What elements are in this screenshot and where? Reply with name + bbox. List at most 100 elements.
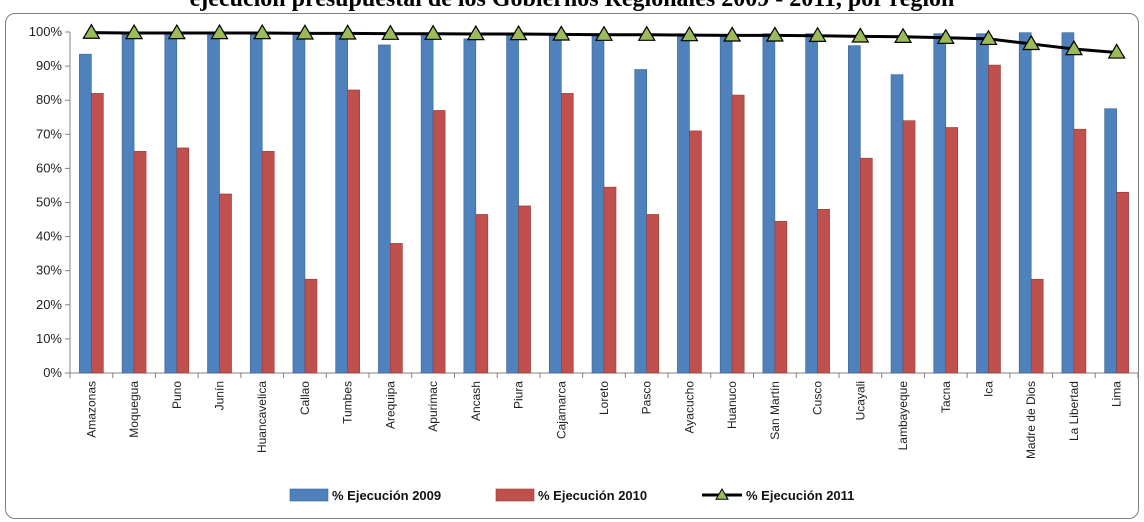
x-tick-label: Cusco <box>811 381 825 415</box>
bar-2010 <box>432 110 446 374</box>
marker-2011 <box>1064 39 1083 56</box>
marker-2011 <box>1107 43 1126 59</box>
legend-2009-label: % Ejecución 2009 <box>332 488 441 503</box>
bar-2009 <box>634 69 648 374</box>
chart-title: ejecución presupuestal de los Gobiernos … <box>0 0 1144 12</box>
x-tick-label: Junín <box>213 381 227 410</box>
x-tick-label: La Libertad <box>1067 381 1081 441</box>
bar-2009 <box>1061 32 1075 374</box>
bar-2009 <box>677 33 690 374</box>
marker-2011 <box>466 24 485 41</box>
bar-2010 <box>219 193 232 374</box>
x-tick-label: Apurimac <box>426 381 440 432</box>
x-tick-label: Huancavelica <box>255 381 269 453</box>
legend-2011-label: % Ejecución 2011 <box>746 488 854 503</box>
y-tick-label: 100% <box>29 24 63 39</box>
bar-2009 <box>933 33 947 374</box>
legend-2010-swatch <box>495 488 535 502</box>
bar-2009 <box>121 33 135 374</box>
marker-2011 <box>424 24 443 40</box>
legend-2011-marker <box>715 488 729 500</box>
y-tick-label: 70% <box>36 126 62 141</box>
marker-2011 <box>936 28 955 44</box>
bar-2010 <box>774 220 788 374</box>
marker-2011 <box>851 27 870 43</box>
bar-2010 <box>91 93 104 374</box>
bar-2009 <box>548 33 562 374</box>
x-tick-label: Amazonas <box>84 381 98 438</box>
bar-2010 <box>689 130 702 374</box>
x-tick-label: Ica <box>981 381 995 397</box>
marker-2011 <box>723 26 742 42</box>
x-tick-label: Ancash <box>469 381 483 421</box>
bar-2010 <box>1030 278 1044 374</box>
bar-2009 <box>164 33 178 374</box>
x-tick-label: Puno <box>170 381 184 409</box>
x-tick-label: Moquegua <box>127 381 141 438</box>
y-tick-label: 20% <box>36 297 62 312</box>
marker-2011 <box>979 29 998 46</box>
x-tick-label: Ucayali <box>853 381 867 420</box>
bar-2010 <box>304 278 318 374</box>
x-tick-label: Piura <box>512 381 526 409</box>
marker-2011 <box>594 25 614 41</box>
bar-2010 <box>1116 191 1129 374</box>
bar-2009 <box>890 74 904 374</box>
legend-2009-swatch <box>289 488 329 502</box>
marker-2011 <box>82 23 101 39</box>
bar-2010 <box>1073 128 1087 374</box>
bar-2009 <box>249 33 263 374</box>
x-tick-label: Arequipa <box>383 381 397 429</box>
marker-2011 <box>765 26 784 42</box>
bar-2010 <box>261 151 275 374</box>
x-tick-label: Ayacucho <box>682 381 696 434</box>
marker-2011 <box>381 24 400 40</box>
bar-2010 <box>475 214 489 374</box>
bar-2010 <box>390 243 403 374</box>
bar-2009 <box>463 38 477 374</box>
marker-2011 <box>509 24 528 41</box>
bar-2010 <box>603 186 617 374</box>
y-tick-label: 90% <box>36 58 62 73</box>
x-tick-label: San Martín <box>768 381 782 440</box>
marker-2011 <box>125 23 144 40</box>
x-tick-label: Pasco <box>640 381 654 415</box>
bar-2010 <box>902 120 916 374</box>
x-tick-label: Lima <box>1110 381 1124 407</box>
bar-2009 <box>335 33 348 374</box>
y-tick-label: 50% <box>36 195 62 210</box>
bar-2009 <box>1018 32 1032 374</box>
x-tick-label: Madre de Dios <box>1024 381 1038 459</box>
bar-2009 <box>506 33 519 374</box>
y-tick-label: 80% <box>36 92 62 107</box>
marker-2011 <box>680 25 699 42</box>
bar-2009 <box>420 33 434 374</box>
y-tick-label: 30% <box>36 263 62 278</box>
marker-2011 <box>210 23 229 40</box>
bar-2009 <box>762 33 776 374</box>
marker-2011 <box>808 26 827 42</box>
bar-2009 <box>207 33 220 374</box>
bar-2009 <box>976 33 989 374</box>
bar-2010 <box>731 94 745 374</box>
marker-2011 <box>552 25 571 41</box>
legend-2010-label: % Ejecución 2010 <box>538 488 647 503</box>
bar-2010 <box>945 127 959 374</box>
marker-2011 <box>637 25 656 41</box>
x-tick-label: Huanuco <box>725 381 739 429</box>
bar-2010 <box>646 214 660 374</box>
x-tick-label: Tacna <box>939 381 953 413</box>
marker-2011 <box>1022 34 1041 51</box>
bar-2010 <box>988 64 1001 374</box>
bar-2010 <box>817 209 830 374</box>
marker-2011 <box>338 24 357 40</box>
bar-2010 <box>133 151 147 374</box>
bar-2009 <box>378 44 391 374</box>
x-tick-label: Loreto <box>597 381 611 415</box>
bar-2010 <box>176 147 190 374</box>
x-tick-label: Tumbes <box>341 381 355 424</box>
bar-2010 <box>518 205 531 374</box>
bar-2010 <box>560 93 574 374</box>
marker-2011 <box>253 23 272 40</box>
